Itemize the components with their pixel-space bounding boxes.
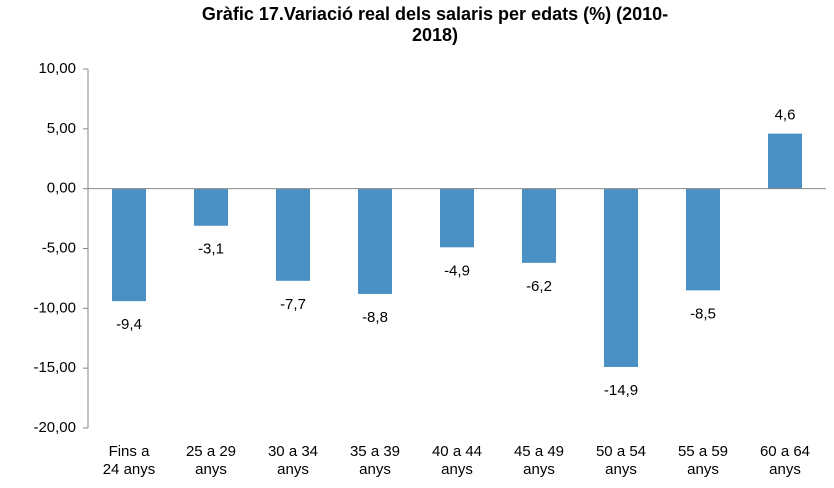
y-tick-label: -5,00 (42, 239, 76, 256)
x-tick-label: Fins a 24 anys (102, 443, 156, 478)
bar (686, 188, 720, 291)
x-tick-label: 45 a 49 anys (513, 443, 565, 478)
data-label: -3,1 (198, 241, 224, 258)
data-label: 4,6 (775, 107, 796, 124)
bar (440, 188, 474, 248)
y-tick-label: 10,00 (38, 60, 76, 77)
x-tick-label: 35 a 39 anys (349, 443, 401, 478)
bar (358, 188, 392, 294)
data-label: -8,5 (690, 305, 716, 322)
y-tick-label: -10,00 (33, 299, 76, 316)
bar (276, 188, 310, 281)
data-label: -9,4 (116, 316, 142, 333)
data-label: -14,9 (604, 382, 638, 399)
y-tick-label: -20,00 (33, 419, 76, 436)
data-label: -8,8 (362, 309, 388, 326)
bar (522, 188, 556, 263)
bar (112, 188, 146, 302)
x-tick-label: 60 a 64 anys (759, 443, 811, 478)
data-label: -7,7 (280, 296, 306, 313)
data-label: -6,2 (526, 278, 552, 295)
x-tick-label: 55 a 59 anys (677, 443, 729, 478)
x-tick-label: 25 a 29 anys (185, 443, 237, 478)
bar (194, 188, 228, 226)
x-tick-label: 40 a 44 anys (431, 443, 483, 478)
x-tick-label: 50 a 54 anys (595, 443, 647, 478)
bar (604, 188, 638, 367)
y-tick-label: 5,00 (47, 120, 76, 137)
x-tick-label: 30 a 34 anys (267, 443, 319, 478)
chart-title: Gràfic 17.Variació real dels salaris per… (201, 4, 669, 45)
y-tick-label: -15,00 (33, 359, 76, 376)
data-label: -4,9 (444, 262, 470, 279)
y-tick-label: 0,00 (47, 180, 76, 197)
bar (768, 133, 802, 189)
